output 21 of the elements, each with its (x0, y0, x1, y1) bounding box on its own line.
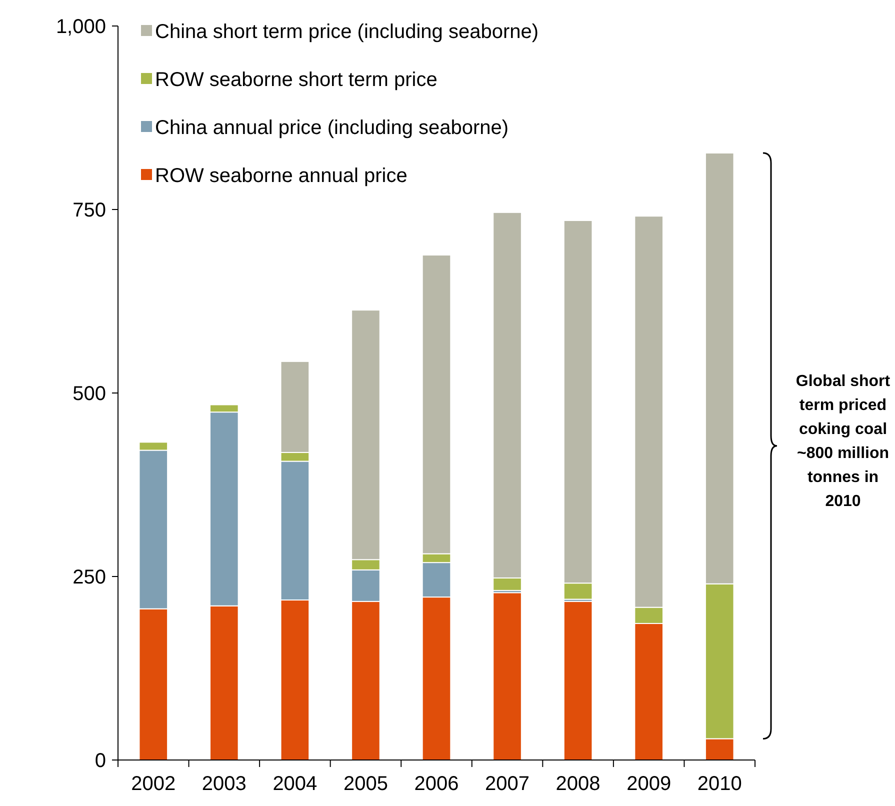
bar (492, 592, 522, 760)
x-tick-label: 2002 (131, 773, 176, 795)
y-tick-label: 750 (72, 200, 106, 222)
x-tick-label: 2007 (485, 773, 530, 795)
x-tick-label: 2008 (556, 773, 600, 795)
legend-label: China annual price (including seaborne) (155, 117, 509, 139)
x-tick-label: 2004 (272, 773, 318, 795)
x-tick-label: 2009 (626, 773, 672, 795)
text: Global short term priced coking coal ~800 million tonnes in 2010 (796, 372, 891, 510)
bar (563, 600, 593, 760)
x-tick-label: 2005 (343, 773, 388, 795)
legend-label: ROW seaborne annual price (155, 165, 408, 187)
x-tick-label: 2006 (414, 773, 459, 795)
y-tick-label: 500 (72, 383, 106, 405)
legend-label: China short term price (including seaborne) (155, 21, 539, 43)
legend-label: ROW seaborne short term price (155, 69, 438, 91)
x-tick-label: 2003 (202, 773, 246, 795)
y-tick-label: 250 (72, 566, 106, 588)
x-tick-label: 2010 (697, 773, 742, 795)
y-tick-label: 0 (94, 750, 106, 772)
y-tick-label: 1,000 (56, 16, 106, 38)
